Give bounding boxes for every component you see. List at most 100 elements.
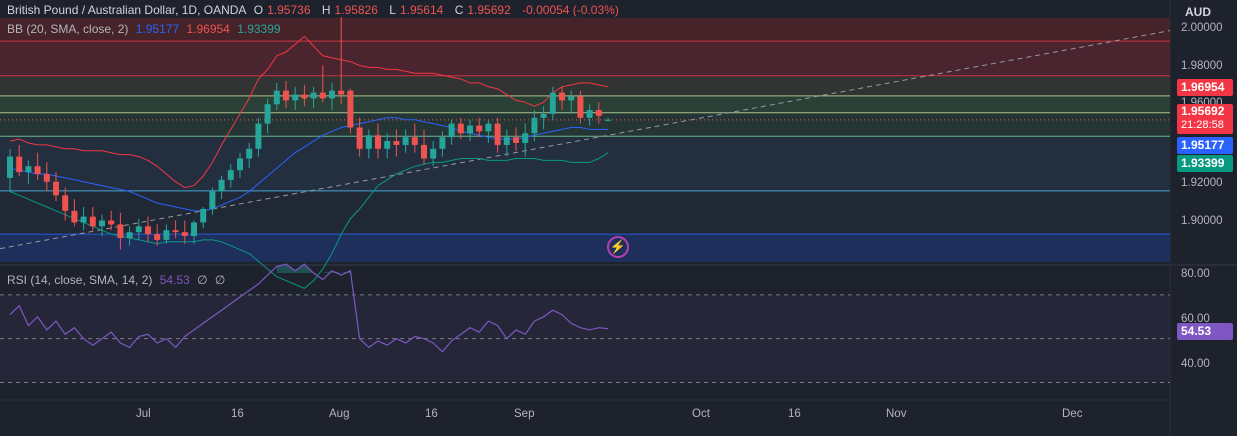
candle-body <box>191 222 197 237</box>
candle-body <box>375 135 381 149</box>
candle-body <box>605 119 611 121</box>
candle <box>375 123 381 159</box>
candle-body <box>577 96 584 118</box>
candle <box>273 82 280 111</box>
candle-body <box>71 210 78 223</box>
rsi-bb-value: ∅ <box>214 273 226 287</box>
candle <box>485 119 492 144</box>
candle <box>7 148 13 192</box>
candle-body <box>531 117 538 134</box>
candle <box>421 129 427 165</box>
bar-countdown: 21:28:58 <box>1181 119 1224 131</box>
candle <box>577 90 584 124</box>
candle <box>154 224 161 246</box>
candle <box>356 117 363 157</box>
candle <box>365 129 372 159</box>
candle <box>467 119 473 142</box>
candle <box>301 84 308 107</box>
candle-body <box>338 90 345 95</box>
candle <box>218 175 225 200</box>
candle-body <box>181 232 188 237</box>
candle-body <box>237 158 243 171</box>
candle-body <box>126 232 133 238</box>
candle-body <box>43 174 50 182</box>
bb-upper-value: 1.96954 <box>186 22 230 36</box>
bb-upper-tag: 1.96954 <box>1177 79 1233 96</box>
candle <box>494 117 501 153</box>
candle <box>540 106 547 130</box>
candle <box>338 17 345 105</box>
candle <box>476 117 483 138</box>
candle <box>329 82 335 111</box>
candle-body <box>135 226 142 233</box>
candle <box>16 144 23 176</box>
candle-body <box>246 148 253 159</box>
candle-body <box>586 110 593 118</box>
candle-body <box>549 92 556 114</box>
zone-band <box>0 41 1170 76</box>
bb-upper-line <box>9 35 609 189</box>
candle-body <box>62 195 69 211</box>
candle <box>99 214 105 237</box>
candle-body <box>154 234 161 240</box>
candle <box>34 152 41 180</box>
candle-body <box>200 208 207 223</box>
candle-body <box>439 137 446 149</box>
candle-body <box>53 181 59 196</box>
zone-band <box>0 112 1170 137</box>
currency-label[interactable]: AUD <box>1185 5 1211 19</box>
candle-body <box>301 94 308 99</box>
candle-body <box>227 170 234 180</box>
candle <box>117 212 124 250</box>
candle <box>163 224 170 244</box>
rsi-tick: 60.00 <box>1181 313 1210 325</box>
candle-body <box>16 156 23 173</box>
candle <box>319 65 326 103</box>
candle-body <box>430 148 437 159</box>
candle <box>200 206 207 229</box>
candle-body <box>273 90 280 105</box>
candle-body <box>319 92 326 99</box>
candle <box>264 98 271 134</box>
candle <box>62 187 69 221</box>
bb-legend[interactable]: BB (20, SMA, close, 2) 1.95177 1.96954 1… <box>7 22 285 36</box>
candle-body <box>108 220 115 225</box>
candle-body <box>457 123 464 134</box>
zone-band <box>0 95 1170 113</box>
time-tick: Oct <box>692 408 710 420</box>
candle <box>172 220 179 238</box>
candle-body <box>218 179 225 192</box>
candle <box>393 129 400 157</box>
candle <box>568 90 575 114</box>
candle-body <box>411 137 418 145</box>
candle <box>549 86 556 120</box>
rsi-tick: 40.00 <box>1181 358 1210 370</box>
lightning-icon[interactable]: ⚡ <box>607 236 629 258</box>
change-value: -0.00054 (-0.03%) <box>522 3 619 17</box>
candle-body <box>25 166 32 173</box>
high-value: 1.95826 <box>334 3 378 17</box>
candle <box>559 86 565 111</box>
candle-body <box>356 127 363 149</box>
price-tick: 2.00000 <box>1181 22 1223 34</box>
rsi-ma-value: ∅ <box>197 273 208 287</box>
time-tick: Sep <box>514 408 535 420</box>
candle <box>255 117 262 157</box>
candle-body <box>568 96 575 101</box>
time-tick: 16 <box>231 408 244 420</box>
candle <box>25 160 32 184</box>
candle <box>439 131 446 157</box>
candle-body <box>89 216 96 227</box>
zone-bottom <box>0 234 1170 262</box>
candle-body <box>163 230 170 240</box>
candle <box>503 129 510 157</box>
rsi-legend[interactable]: RSI (14, close, SMA, 14, 2) 54.53 ∅ ∅ <box>7 273 229 287</box>
rsi-value-tag: 54.53 <box>1177 323 1233 340</box>
candle-body <box>117 224 124 238</box>
bb-basis-tag: 1.95177 <box>1177 137 1233 154</box>
rsi-value: 54.53 <box>159 273 190 287</box>
candle-body <box>34 166 41 175</box>
symbol-title[interactable]: British Pound / Australian Dollar, 1D, O… <box>7 3 247 17</box>
candle-body <box>595 110 602 116</box>
